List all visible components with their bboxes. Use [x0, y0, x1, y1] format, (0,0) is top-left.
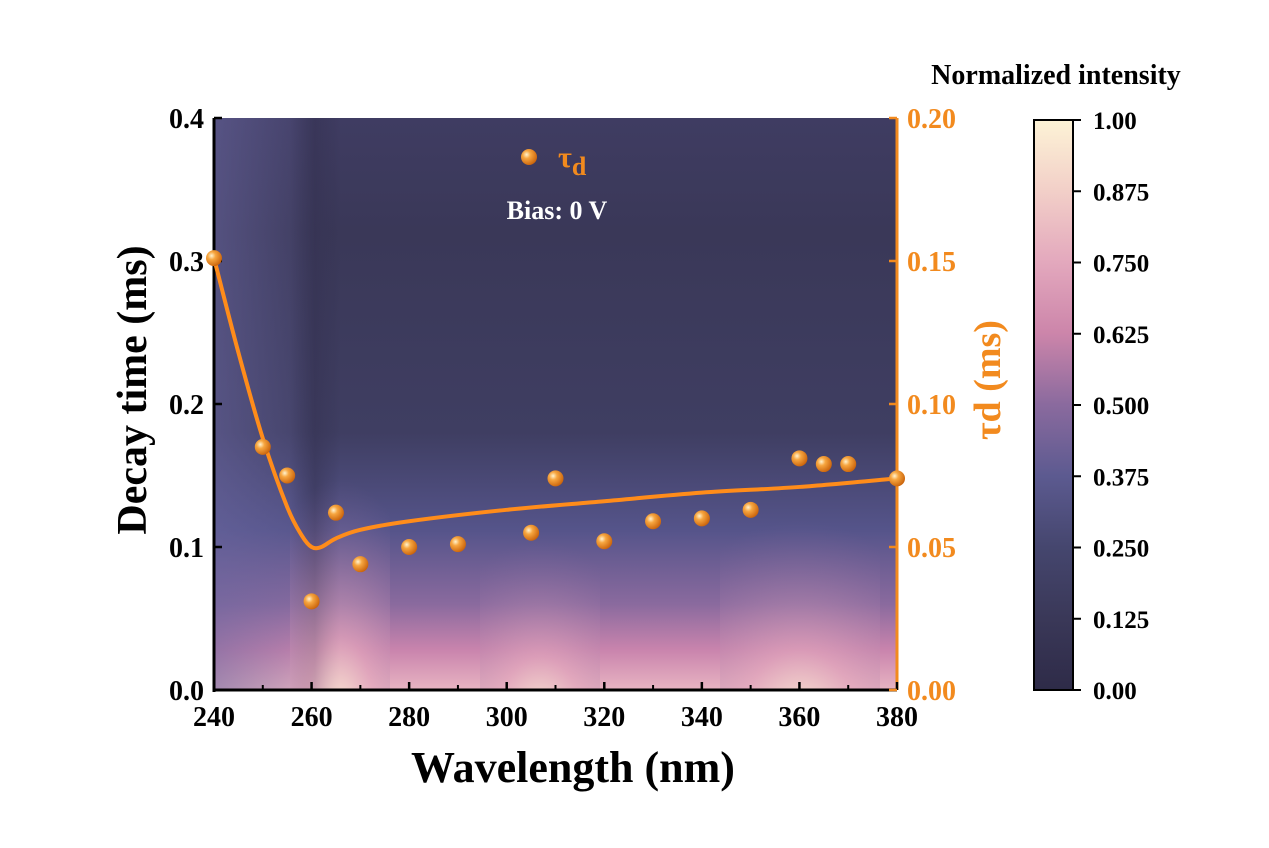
data-point: [449, 536, 466, 553]
colorbar-tick-label: 0.500: [1093, 393, 1149, 420]
bias-annotation: Bias: 0 V: [507, 196, 608, 225]
data-point: [401, 539, 418, 555]
heatmap: [214, 118, 897, 690]
data-point: [254, 438, 271, 455]
x-tick-label: 280: [388, 702, 430, 733]
data-point: [840, 456, 857, 473]
data-point: [523, 524, 540, 541]
legend-label: τd: [558, 141, 587, 181]
colorbar-title: Normalized intensity: [931, 60, 1181, 91]
data-point: [742, 501, 759, 518]
colorbar-tick-label: 0.250: [1093, 536, 1149, 563]
data-point: [303, 593, 320, 610]
colorbar-tick-label: 0.00: [1093, 678, 1137, 705]
colorbar-gradient: [1033, 119, 1074, 691]
colorbar-tick-label: 1.00: [1093, 108, 1137, 135]
x-tick-label: 360: [778, 702, 820, 733]
y-left-tick-label: 0.3: [169, 247, 204, 278]
colorbar-tick-label: 0.625: [1093, 322, 1149, 349]
data-point: [206, 250, 222, 267]
data-point: [791, 450, 808, 467]
y-right-tick-label: 0.10: [907, 390, 956, 421]
y-right-tick-label: 0.15: [907, 247, 956, 278]
colorbar-tick-label: 0.375: [1093, 464, 1149, 491]
data-point: [645, 513, 662, 530]
y-axis-right-label: τd (ms): [967, 320, 1009, 440]
y-left-tick-label: 0.2: [169, 390, 204, 421]
y-right-tick-label: 0.05: [907, 533, 956, 564]
data-point: [547, 470, 564, 487]
data-point: [693, 510, 710, 527]
x-tick-label: 300: [486, 702, 528, 733]
colorbar: 0.00 0.125 0.250 0.375 0.500 0.625 0.750 0.875 1…: [1033, 108, 1149, 705]
x-tick-label: 380: [876, 702, 918, 733]
x-axis-label: Wavelength (nm): [411, 743, 735, 792]
data-point: [815, 456, 832, 473]
y-right-tick-label: 0.20: [907, 104, 956, 135]
x-tick-label: 240: [193, 702, 235, 733]
data-point: [596, 533, 613, 550]
data-point: [327, 504, 344, 521]
data-point: [352, 556, 369, 573]
y-left-tick-label: 0.4: [169, 104, 204, 135]
data-point: [889, 470, 905, 487]
x-tick-label: 320: [583, 702, 625, 733]
x-tick-label: 340: [681, 702, 723, 733]
y-right-tick-label: 0.00: [907, 676, 956, 707]
y-left-tick-label: 0.1: [169, 533, 204, 564]
colorbar-tick-label: 0.750: [1093, 251, 1149, 278]
x-tick-label: 260: [291, 702, 333, 733]
colorbar-tick-label: 0.125: [1093, 607, 1149, 634]
y-axis-left-label: Decay time (ms): [110, 245, 156, 534]
data-point: [279, 467, 296, 484]
colorbar-tick-label: 0.875: [1093, 179, 1149, 206]
y-left-tick-label: 0.0: [169, 676, 204, 707]
legend-marker: [521, 149, 537, 165]
